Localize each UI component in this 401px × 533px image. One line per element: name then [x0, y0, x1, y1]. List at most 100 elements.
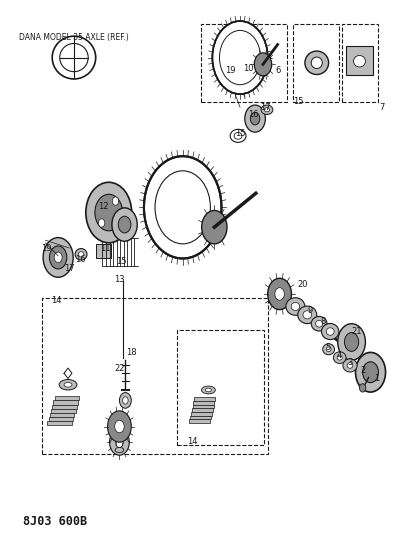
- Ellipse shape: [322, 324, 339, 340]
- Circle shape: [95, 195, 123, 231]
- Ellipse shape: [305, 51, 329, 75]
- Ellipse shape: [286, 298, 305, 315]
- Text: 8: 8: [320, 317, 326, 326]
- Ellipse shape: [326, 347, 331, 352]
- Text: 10: 10: [243, 63, 253, 72]
- Ellipse shape: [311, 317, 327, 331]
- Ellipse shape: [337, 355, 342, 360]
- Circle shape: [268, 278, 292, 310]
- Text: 11: 11: [100, 244, 111, 253]
- Bar: [177, 330, 264, 445]
- Ellipse shape: [347, 362, 353, 368]
- Circle shape: [118, 216, 131, 233]
- Circle shape: [107, 411, 131, 442]
- Text: 5: 5: [325, 343, 330, 352]
- Text: 19: 19: [41, 244, 51, 253]
- Circle shape: [144, 156, 221, 259]
- Circle shape: [344, 333, 358, 351]
- Bar: [342, 23, 378, 102]
- Ellipse shape: [316, 320, 323, 327]
- Circle shape: [202, 211, 227, 244]
- Ellipse shape: [264, 108, 269, 112]
- Bar: [294, 23, 339, 102]
- Text: 18: 18: [126, 348, 137, 357]
- Text: 21: 21: [351, 327, 362, 336]
- Text: 16: 16: [248, 110, 259, 119]
- Polygon shape: [190, 416, 211, 419]
- Text: 3: 3: [347, 358, 352, 367]
- Text: 8J03 600B: 8J03 600B: [22, 515, 87, 528]
- Ellipse shape: [59, 379, 77, 390]
- Bar: [43, 297, 268, 454]
- Circle shape: [213, 21, 268, 94]
- Text: 13: 13: [114, 275, 125, 284]
- Circle shape: [119, 393, 131, 408]
- Text: 4: 4: [336, 351, 342, 360]
- Circle shape: [109, 429, 129, 455]
- Ellipse shape: [323, 344, 334, 355]
- Bar: [346, 46, 373, 75]
- Polygon shape: [53, 400, 78, 405]
- Polygon shape: [193, 401, 215, 405]
- Ellipse shape: [298, 306, 317, 324]
- Ellipse shape: [291, 302, 300, 311]
- Text: DANA MODEL 35 AXLE (REF.): DANA MODEL 35 AXLE (REF.): [19, 33, 129, 42]
- Circle shape: [275, 288, 284, 300]
- Text: 14: 14: [187, 437, 198, 446]
- Circle shape: [99, 219, 105, 227]
- Text: 15: 15: [235, 129, 245, 138]
- Polygon shape: [191, 412, 212, 416]
- Ellipse shape: [261, 105, 273, 115]
- Ellipse shape: [75, 248, 87, 260]
- Circle shape: [123, 397, 128, 404]
- Circle shape: [359, 384, 366, 392]
- Polygon shape: [49, 417, 73, 421]
- Circle shape: [356, 352, 386, 392]
- Polygon shape: [50, 413, 74, 417]
- Ellipse shape: [343, 359, 357, 372]
- Ellipse shape: [115, 447, 124, 453]
- Polygon shape: [192, 408, 213, 412]
- Text: 2: 2: [360, 366, 365, 375]
- Polygon shape: [189, 419, 211, 423]
- Ellipse shape: [333, 352, 346, 364]
- Text: 9: 9: [308, 306, 313, 315]
- Ellipse shape: [354, 55, 365, 67]
- Ellipse shape: [311, 57, 322, 69]
- Text: 16: 16: [75, 255, 86, 264]
- Ellipse shape: [78, 252, 84, 257]
- Text: 20: 20: [297, 280, 308, 289]
- Polygon shape: [52, 405, 77, 409]
- Text: 12: 12: [98, 202, 109, 211]
- Ellipse shape: [303, 311, 312, 319]
- Circle shape: [115, 420, 124, 433]
- Circle shape: [54, 252, 62, 263]
- Polygon shape: [47, 421, 72, 425]
- Circle shape: [112, 208, 137, 241]
- Ellipse shape: [64, 382, 72, 387]
- Text: 17: 17: [64, 264, 75, 273]
- Circle shape: [112, 197, 119, 205]
- Text: 15: 15: [293, 98, 304, 107]
- Polygon shape: [51, 409, 75, 413]
- Text: 1: 1: [374, 374, 379, 383]
- Text: 14: 14: [51, 296, 61, 305]
- Circle shape: [49, 246, 67, 269]
- Text: 15: 15: [116, 256, 127, 265]
- Text: 6: 6: [275, 66, 280, 75]
- Text: 17: 17: [260, 103, 271, 111]
- Polygon shape: [55, 396, 79, 400]
- Text: 22: 22: [114, 364, 125, 373]
- Circle shape: [115, 437, 124, 447]
- Polygon shape: [194, 397, 215, 401]
- Circle shape: [363, 362, 379, 383]
- Circle shape: [86, 182, 132, 243]
- Text: 7: 7: [379, 103, 384, 111]
- Circle shape: [254, 53, 272, 76]
- Circle shape: [338, 324, 365, 360]
- Text: 19: 19: [225, 66, 235, 75]
- Ellipse shape: [230, 130, 246, 142]
- Circle shape: [245, 105, 265, 132]
- Ellipse shape: [205, 388, 211, 392]
- Circle shape: [43, 238, 73, 277]
